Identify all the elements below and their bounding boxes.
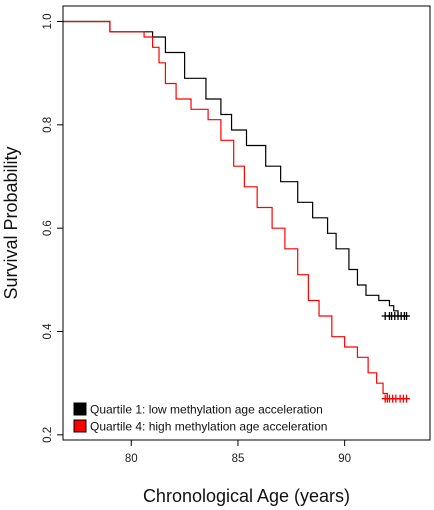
series-2-line xyxy=(63,20,409,400)
plot-frame xyxy=(62,5,431,441)
series-1-line xyxy=(63,20,409,317)
legend-label-2: Quartile 4: high methylation age acceler… xyxy=(90,420,327,434)
legend: Quartile 1: low methylation age accelera… xyxy=(73,402,327,434)
legend-swatch-1 xyxy=(73,402,87,416)
plot-area xyxy=(63,20,411,403)
x-tick-label: 80 xyxy=(125,453,138,465)
x-axis-title: Chronological Age (years) xyxy=(143,486,350,506)
y-axis-title: Survival Probability xyxy=(1,146,21,299)
x-axis: 80 85 90 xyxy=(125,440,351,465)
y-tick-label: 0.4 xyxy=(42,323,54,340)
x-tick-label: 90 xyxy=(338,453,351,465)
y-tick-label: 1.0 xyxy=(42,14,54,30)
legend-label-1: Quartile 1: low methylation age accelera… xyxy=(90,403,323,417)
y-tick-label: 0.6 xyxy=(42,220,54,236)
x-tick-label: 85 xyxy=(232,453,245,465)
y-axis: 0.2 0.4 0.6 0.8 1.0 xyxy=(42,14,63,443)
y-tick-label: 0.8 xyxy=(42,117,54,133)
y-tick-label: 0.2 xyxy=(42,427,54,443)
legend-swatch-2 xyxy=(73,419,87,433)
